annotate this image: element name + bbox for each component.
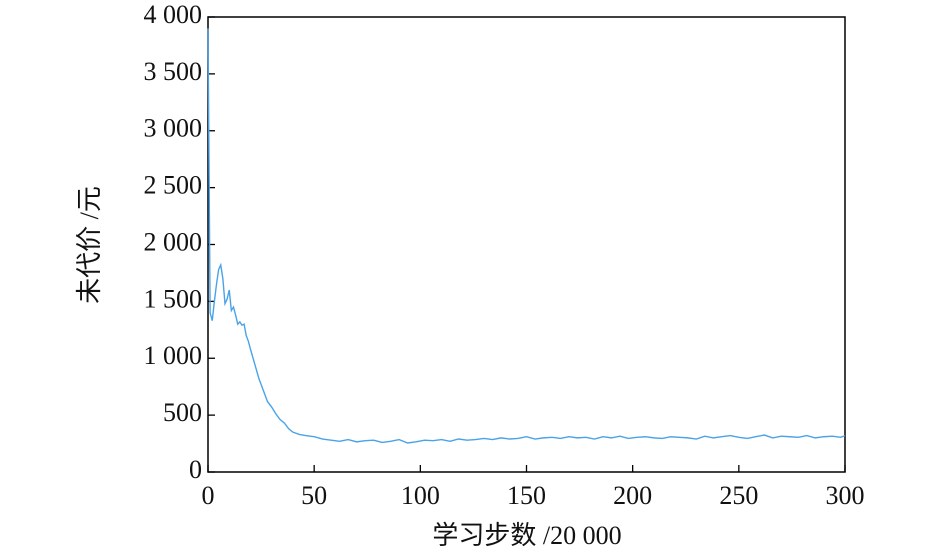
y-tick-label: 2 500 bbox=[144, 171, 203, 200]
y-axis-label: 未代价 /元 bbox=[75, 186, 104, 304]
y-tick-label: 3 000 bbox=[144, 114, 203, 143]
y-tick-label: 500 bbox=[163, 398, 202, 427]
y-tick-label: 3 500 bbox=[144, 57, 203, 86]
x-tick-label: 200 bbox=[613, 481, 652, 510]
x-axis-label: 学习步数 /20 000 bbox=[432, 521, 621, 550]
y-tick-label: 1 500 bbox=[144, 284, 203, 313]
y-tick-label: 1 000 bbox=[144, 341, 203, 370]
y-tick-label: 4 000 bbox=[144, 0, 203, 29]
y-tick-label: 0 bbox=[189, 455, 202, 484]
x-tick-label: 300 bbox=[826, 481, 865, 510]
y-tick-label: 2 000 bbox=[144, 227, 203, 256]
x-tick-label: 100 bbox=[401, 481, 440, 510]
plot-frame bbox=[207, 16, 846, 473]
x-tick-label: 250 bbox=[719, 481, 758, 510]
x-tick-label: 50 bbox=[301, 481, 327, 510]
x-tick-label: 150 bbox=[507, 481, 546, 510]
data-line bbox=[207, 28, 846, 444]
x-tick-label: 0 bbox=[202, 481, 215, 510]
